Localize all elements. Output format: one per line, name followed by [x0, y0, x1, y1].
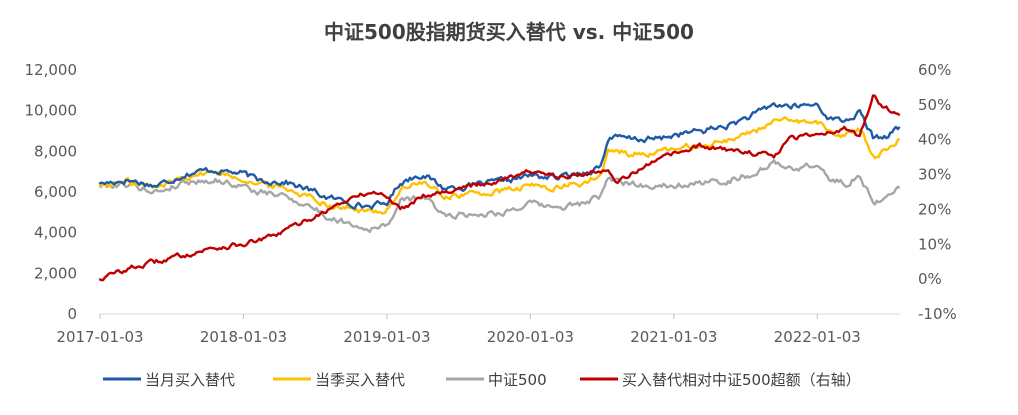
x-tick-label: 2018-01-03: [200, 328, 287, 346]
series-layer: [98, 94, 901, 282]
y-left-tick-label: 12,000: [25, 61, 78, 79]
legend-label-0: 当月买入替代: [145, 371, 235, 389]
y-right-tick-label: 50%: [918, 96, 951, 114]
y-left-tick-label: 6,000: [34, 183, 77, 201]
y-left-tick-label: 10,000: [25, 102, 78, 120]
y-right-tick-label: 30%: [918, 166, 951, 184]
x-axis: 2017-01-03 2018-01-03 2019-01-03 2020-01-03…: [56, 314, 861, 346]
legend: 当月买入替代 当季买入替代 中证500 买入替代相对中证500超额（右轴）: [103, 371, 861, 389]
x-tick-label: 2022-01-03: [774, 328, 861, 346]
y-right-tick-label: 10%: [918, 235, 951, 253]
series-line-0: [98, 102, 901, 210]
y-right-tick-label: 40%: [918, 131, 951, 149]
legend-label-3: 买入替代相对中证500超额（右轴）: [622, 371, 861, 389]
legend-label-2: 中证500: [488, 371, 547, 389]
x-tick-label: 2021-01-03: [630, 328, 717, 346]
y-right-tick-label: 0%: [918, 270, 942, 288]
legend-label-1: 当季买入替代: [315, 371, 405, 389]
y-right-tick-label: 20%: [918, 200, 951, 218]
y-left-tick-label: 0: [67, 305, 77, 323]
x-tick-label: 2017-01-03: [56, 328, 143, 346]
y-left-tick-label: 2,000: [34, 264, 77, 282]
y-right-axis: -10% 0% 10% 20% 30% 40% 50% 60%: [918, 61, 957, 323]
series-line-3: [98, 94, 901, 282]
y-left-tick-label: 8,000: [34, 142, 77, 160]
y-right-tick-label: -10%: [918, 305, 957, 323]
y-right-tick-label: 60%: [918, 61, 951, 79]
chart-title: 中证500股指期货买入替代 vs. 中证500: [324, 20, 694, 44]
y-left-axis: 0 2,000 4,000 6,000 8,000 10,000 12,000: [25, 61, 78, 323]
series-line-1: [99, 116, 901, 215]
series-line-2: [98, 159, 901, 233]
x-tick-label: 2019-01-03: [343, 328, 430, 346]
x-tick-label: 2020-01-03: [487, 328, 574, 346]
y-left-tick-label: 4,000: [34, 224, 77, 242]
